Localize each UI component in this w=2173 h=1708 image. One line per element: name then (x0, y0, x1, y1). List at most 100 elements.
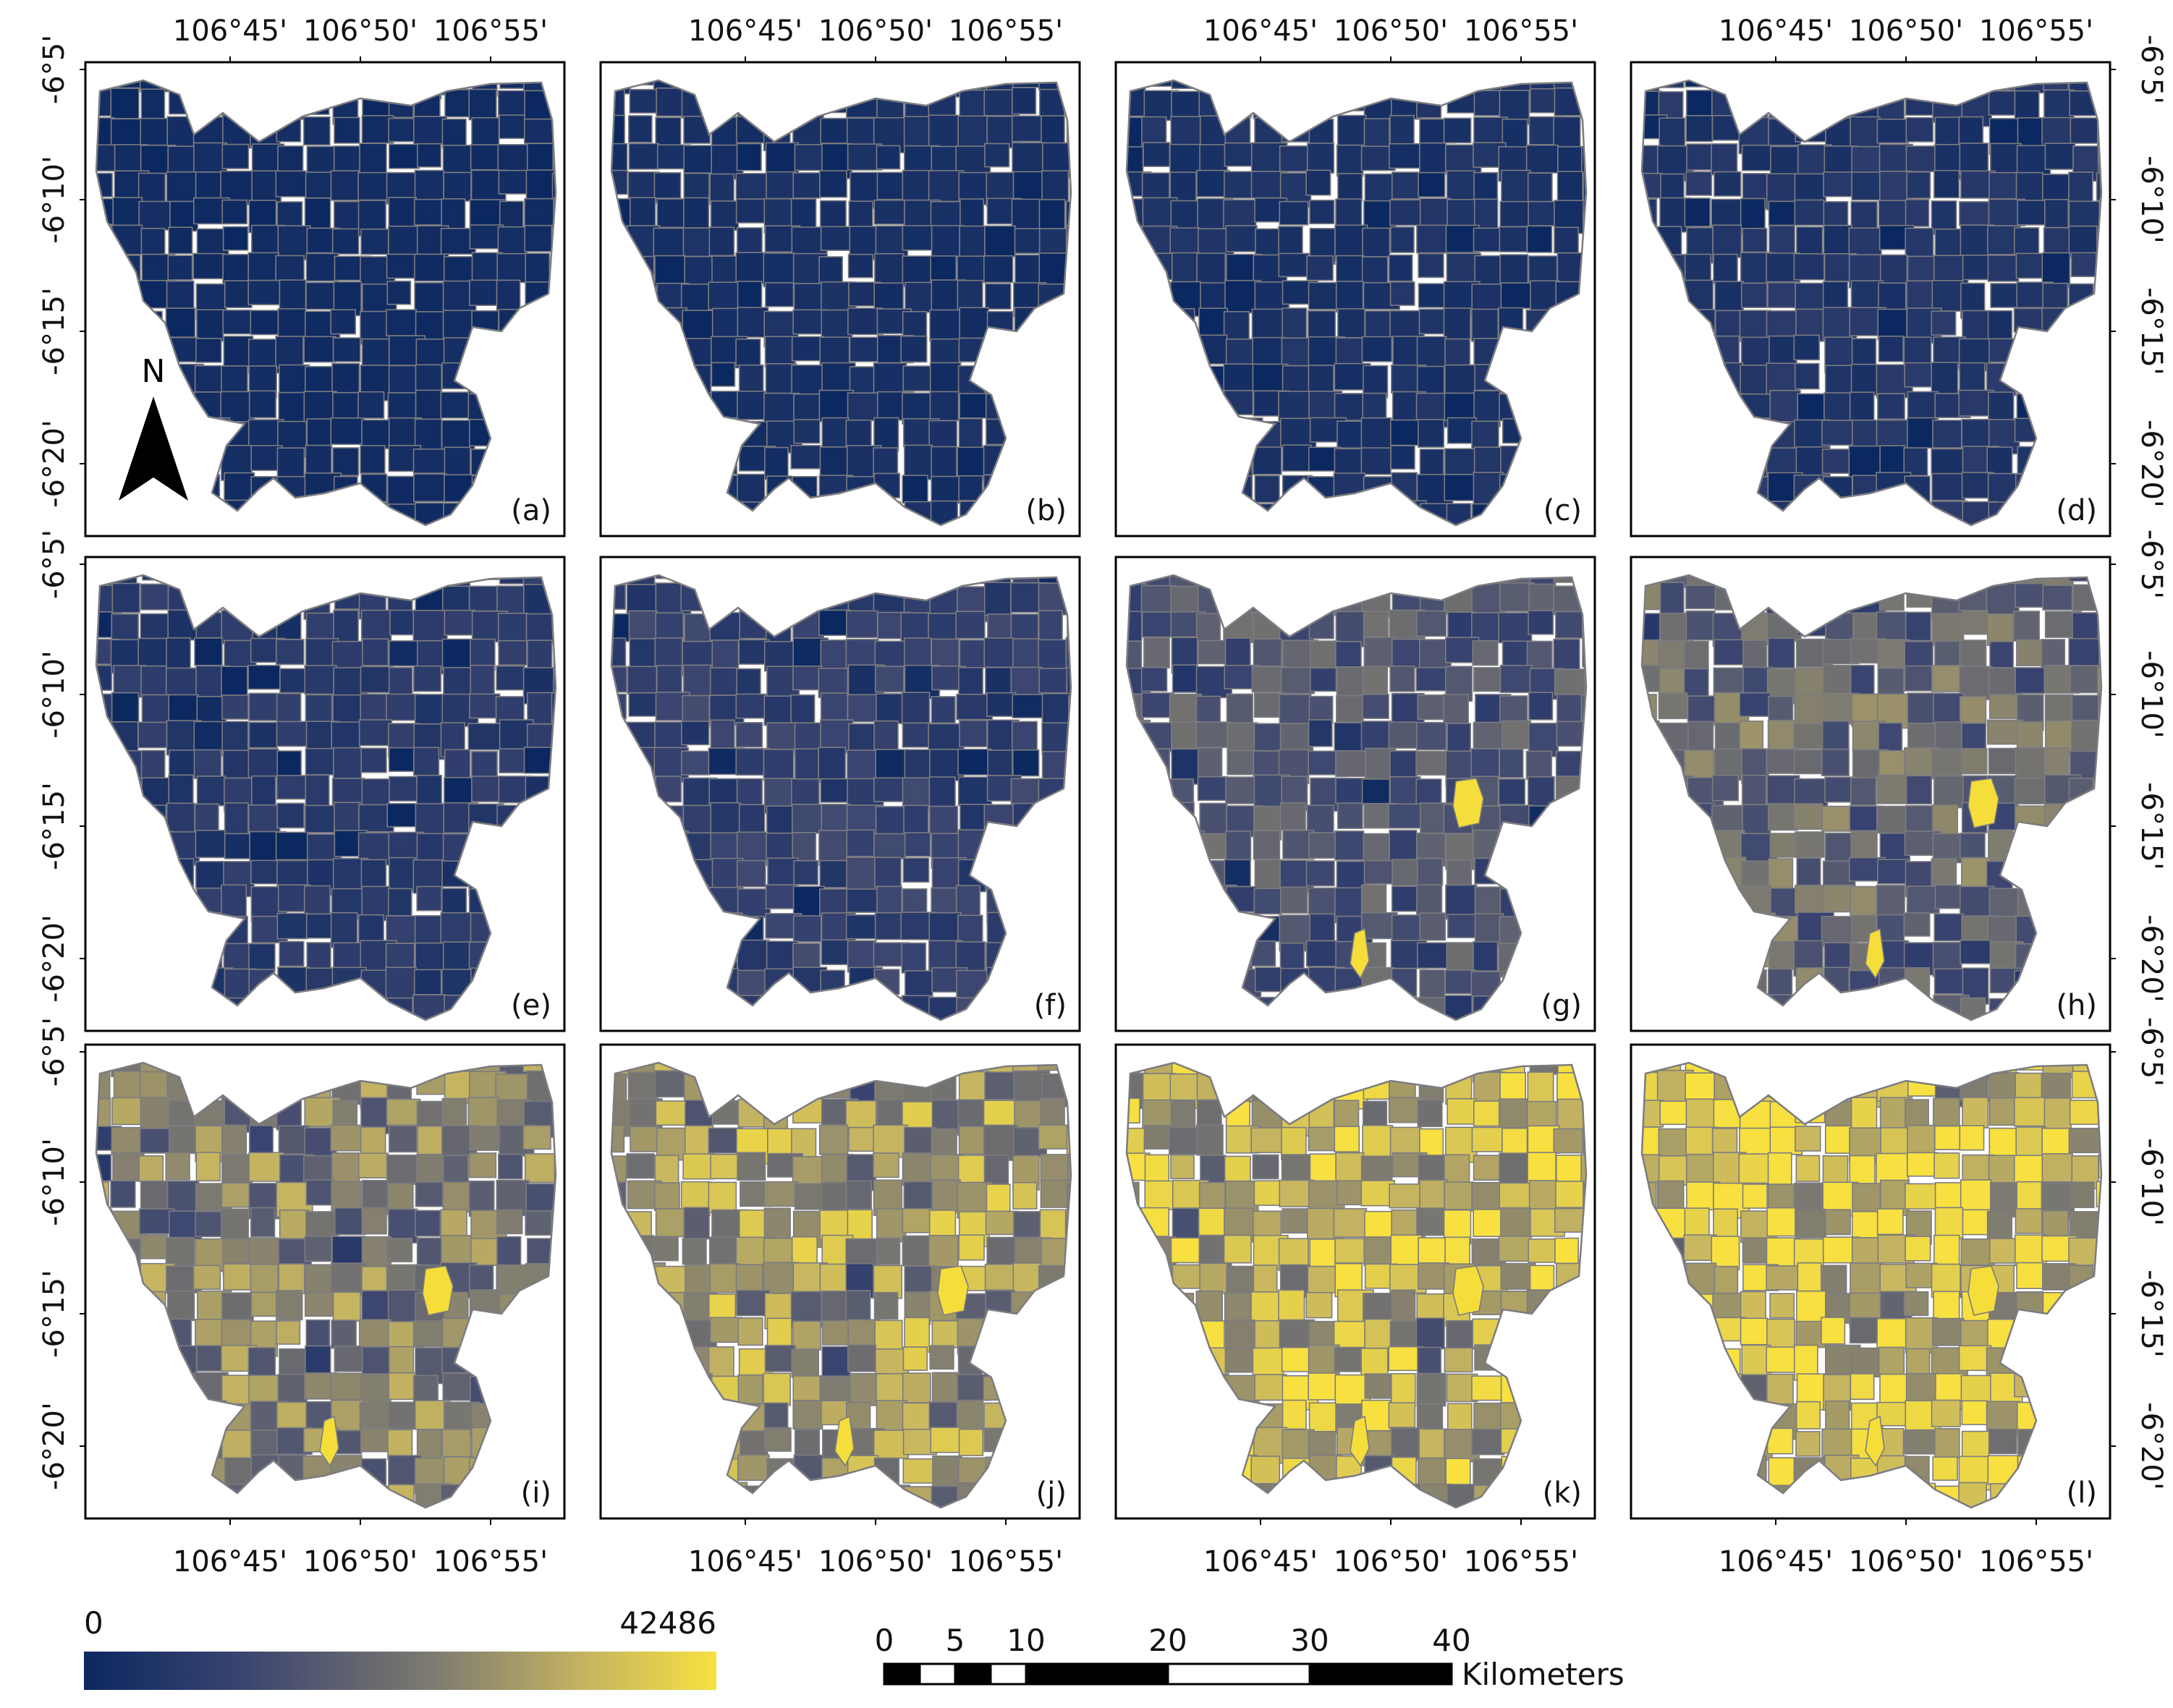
city-outline (95, 1061, 557, 1509)
district-cell (498, 640, 528, 666)
district-cell (140, 1234, 169, 1259)
district-cell (1416, 1403, 1444, 1431)
hotspot-district (319, 1415, 339, 1467)
district-cell (1392, 859, 1421, 886)
district-cell (1769, 225, 1796, 258)
district-cell (413, 969, 442, 995)
district-cell (195, 1210, 226, 1238)
district-cell (357, 391, 385, 419)
scale-tick-label: 20 (1148, 1623, 1187, 1658)
district-cell (415, 942, 445, 972)
district-cell (1253, 638, 1282, 667)
scale-bar-segments (883, 1662, 1453, 1686)
panel-label: (f) (1034, 989, 1067, 1022)
district-cell (984, 1263, 1015, 1291)
lon-label-bottom: 106°50' (818, 1545, 933, 1579)
district-cell (708, 1181, 737, 1213)
district-cell (763, 1427, 792, 1452)
district-cell (248, 692, 280, 721)
district-cell (1253, 830, 1281, 860)
district-cell (1254, 1374, 1287, 1401)
district-cell (682, 1238, 707, 1265)
district-cell (1140, 585, 1176, 616)
district-cell (496, 1209, 523, 1235)
district-cell (957, 748, 992, 776)
city-outline (1125, 1061, 1588, 1509)
district-cell (1389, 829, 1418, 862)
district-cell (276, 802, 305, 829)
district-cell (1417, 1346, 1442, 1375)
district-cell (2015, 1208, 2043, 1234)
district-cell (904, 832, 931, 857)
district-cell (1934, 1207, 1964, 1239)
district-cell (1685, 171, 1713, 196)
district-cell (1363, 637, 1397, 668)
district-cell (710, 719, 735, 753)
district-cell (1281, 337, 1310, 367)
district-cell (708, 1346, 734, 1379)
district-cell (958, 1428, 984, 1456)
district-cell (166, 802, 195, 833)
district-cell (1958, 389, 1994, 417)
district-cell (710, 802, 741, 835)
district-cell (1876, 805, 1908, 834)
district-cell (1528, 610, 1554, 635)
district-cell (1224, 859, 1251, 888)
district-cell (469, 1126, 500, 1151)
district-cell (1253, 1265, 1278, 1295)
district-cell (1499, 200, 1534, 227)
district-cell (874, 666, 905, 693)
district-cell (1140, 666, 1168, 692)
district-cell (737, 969, 768, 999)
district-cell (360, 1373, 391, 1403)
district-cell (764, 1344, 796, 1372)
district-cell (221, 1182, 250, 1208)
district-cell (818, 1124, 849, 1155)
district-cell (412, 448, 447, 474)
district-cell (279, 279, 307, 311)
district-cell (821, 1346, 851, 1380)
district-cell (360, 609, 392, 643)
district-cell (1170, 200, 1199, 230)
district-cell (387, 888, 412, 917)
district-cell (444, 777, 473, 804)
lon-label-bottom: 106°45' (1203, 1545, 1318, 1579)
district-cell (1987, 310, 2013, 343)
lat-label-right: -6°15' (2135, 1270, 2168, 1358)
district-cell (1279, 942, 1305, 972)
district-cell (1741, 145, 1772, 171)
district-cell (1362, 1100, 1388, 1130)
district-cell (1906, 1152, 1939, 1177)
lon-label-bottom: 106°45' (1719, 1545, 1833, 1579)
district-cell (333, 609, 359, 643)
district-cell (959, 393, 988, 419)
district-cell (1793, 803, 1823, 830)
district-cell (1389, 281, 1415, 306)
district-cell (931, 696, 956, 724)
district-cell (1905, 116, 1934, 143)
city-outline (95, 79, 557, 527)
district-cell (986, 692, 1017, 718)
district-cell (386, 1098, 421, 1126)
district-cell (820, 778, 850, 803)
district-cell (1415, 666, 1450, 692)
district-cell (388, 1208, 418, 1244)
legend-color-bar (84, 1652, 716, 1690)
district-cell (1335, 641, 1362, 671)
district-cell (1714, 281, 1744, 315)
district-cell (551, 172, 556, 205)
district-cell (1711, 775, 1740, 802)
district-cell (440, 391, 470, 419)
district-cell (873, 720, 899, 755)
district-cell (735, 198, 766, 224)
district-cell (900, 335, 928, 363)
district-cell (221, 1154, 253, 1186)
district-cell (1658, 692, 1688, 720)
district-cell (2070, 252, 2097, 278)
city-outline (610, 79, 1072, 527)
district-cell (1931, 280, 1964, 312)
district-cell (1473, 667, 1504, 692)
district-cell (1417, 942, 1451, 969)
district-cell (931, 1372, 961, 1403)
district-cell (983, 255, 1014, 284)
